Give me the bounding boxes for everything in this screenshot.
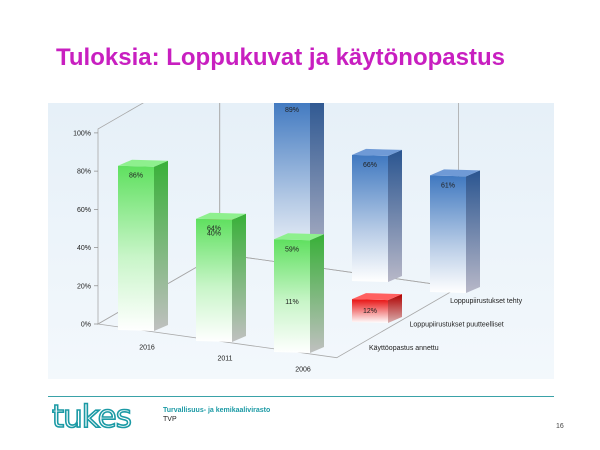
data-label: 61%: [441, 182, 455, 189]
bar: [118, 159, 168, 331]
bar-top: [352, 148, 402, 156]
unit-name: TVP: [163, 416, 177, 423]
bar-front: [118, 165, 154, 331]
bar-front: [274, 103, 310, 271]
data-label: 64%: [207, 226, 221, 233]
bar: [274, 233, 324, 353]
bar-chart-3d: 0% 20% 40% 60% 80% 100% 2016 2011 2006 Loppupiiru…: [73, 103, 523, 374]
bar-top: [352, 293, 402, 301]
data-label: 12%: [363, 308, 377, 315]
bar-top: [274, 233, 324, 241]
y-tick-label: 60%: [77, 207, 91, 214]
y-tick-label: 100%: [73, 130, 91, 137]
category-label: 2006: [295, 367, 311, 374]
bar: [352, 293, 402, 323]
footer-divider: [48, 396, 554, 397]
bar-front: [352, 299, 388, 323]
bar-front: [352, 154, 388, 282]
bar-front: [196, 218, 232, 342]
bar-side: [388, 294, 402, 323]
y-tick-label: 0%: [81, 322, 91, 329]
data-label: 40%: [207, 231, 221, 238]
chart-panel: 0% 20% 40% 60% 80% 100% 2016 2011 2006 Loppupiiru…: [48, 103, 554, 379]
y-tick-label: 20%: [77, 283, 91, 290]
agency-name: Turvallisuus- ja kemikaalivirasto: [163, 407, 271, 414]
y-tick-label: 40%: [77, 245, 91, 252]
chart-labels: 0% 20% 40% 60% 80% 100% 2016 2011 2006 Loppupiiru…: [73, 107, 522, 374]
category-label: 2011: [217, 356, 232, 363]
bar-top: [118, 159, 168, 167]
slide-title: Tuloksia: Loppukuvat ja käytönopastus: [56, 44, 505, 71]
bar-top: [196, 212, 246, 220]
data-label: 89%: [285, 107, 299, 114]
bar-top: [430, 169, 480, 177]
bar: [274, 103, 324, 271]
page-number: 16: [556, 423, 564, 430]
y-tick-label: 80%: [77, 169, 91, 176]
bar-front: [430, 175, 466, 293]
logo-text: tukes: [52, 400, 131, 434]
bar-front: [274, 239, 310, 353]
chart-bars: [118, 103, 480, 353]
bar-side: [310, 103, 324, 271]
series-label: Loppupiirustukset puutteelliset: [410, 322, 504, 329]
bar-side: [466, 170, 480, 293]
data-label: 66%: [363, 162, 377, 169]
bar-side: [154, 160, 168, 331]
series-label: Loppupiirustukset tehty: [450, 298, 522, 305]
data-label: 11%: [285, 299, 299, 306]
tukes-logo: tukes: [52, 400, 132, 434]
bar-side: [310, 234, 324, 353]
bar: [196, 212, 246, 342]
back-wall: [219, 103, 459, 288]
data-label: 59%: [285, 246, 299, 253]
series-label: Käyttöopastus annettu: [369, 345, 439, 352]
bar: [352, 148, 402, 282]
bar-side: [388, 149, 402, 282]
category-label: 2016: [139, 345, 155, 352]
data-label: 86%: [129, 173, 143, 180]
bar: [430, 169, 480, 293]
bar-side: [232, 213, 246, 342]
